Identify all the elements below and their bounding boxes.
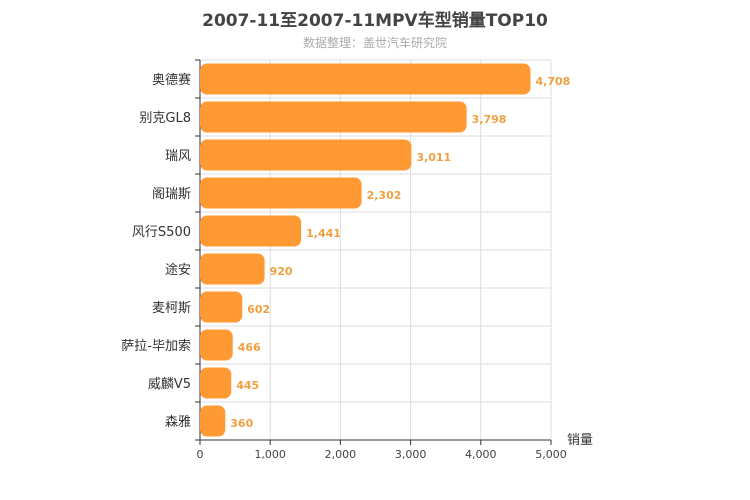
data-label: 920 <box>270 265 293 278</box>
data-label: 466 <box>238 341 261 354</box>
data-label: 3,798 <box>472 113 507 126</box>
x-axis-title: 销量 <box>567 433 593 448</box>
data-label: 602 <box>247 303 270 316</box>
data-label: 3,011 <box>416 151 451 164</box>
category-label: 奥德赛 <box>152 72 191 88</box>
data-label: 445 <box>236 379 259 392</box>
bar <box>200 329 233 361</box>
bar <box>200 405 226 437</box>
bar <box>200 63 531 95</box>
category-label: 别克GL8 <box>139 111 191 126</box>
x-tick-label: 5,000 <box>535 448 567 461</box>
bar <box>200 291 243 323</box>
category-label: 森雅 <box>165 415 191 430</box>
bar <box>200 215 302 247</box>
category-label: 途安 <box>165 262 191 278</box>
data-label: 1,441 <box>306 227 341 240</box>
category-label: 阁瑞斯 <box>152 187 191 202</box>
category-label: 萨拉-毕加索 <box>121 339 191 354</box>
x-tick-label: 3,000 <box>395 448 427 461</box>
category-label: 瑞风 <box>165 149 191 164</box>
x-tick-label: 4,000 <box>465 448 497 461</box>
chart-title: 2007-11至2007-11MPV车型销量TOP10 <box>202 11 548 31</box>
bar <box>200 253 265 285</box>
bar <box>200 139 412 171</box>
category-label: 威麟V5 <box>148 376 191 392</box>
x-tick-label: 0 <box>197 448 204 461</box>
bar <box>200 101 467 133</box>
bar <box>200 367 232 399</box>
data-label: 360 <box>230 417 253 430</box>
category-label: 风行S500 <box>132 225 191 240</box>
x-tick-label: 1,000 <box>254 448 286 461</box>
data-label: 4,708 <box>536 75 571 88</box>
chart-subtitle: 数据整理：盖世汽车研究院 <box>302 36 447 50</box>
data-label: 2,302 <box>367 189 402 202</box>
bar <box>200 177 362 209</box>
category-label: 麦柯斯 <box>152 301 191 316</box>
x-tick-label: 2,000 <box>325 448 357 461</box>
